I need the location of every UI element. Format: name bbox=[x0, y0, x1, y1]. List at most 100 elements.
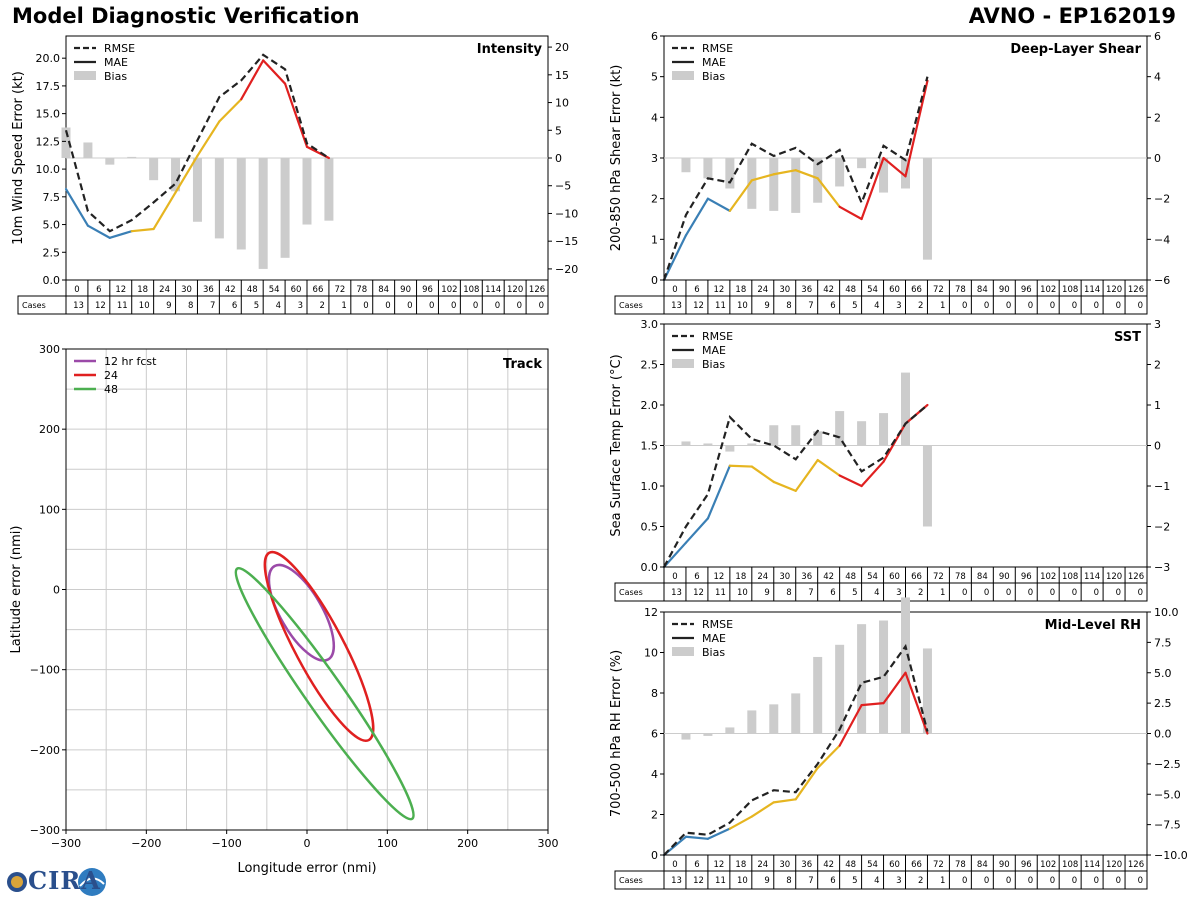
mae-segment bbox=[662, 234, 688, 282]
case-count: 0 bbox=[962, 588, 967, 598]
mae-segment bbox=[240, 59, 265, 101]
y2-tick-label: −7.5 bbox=[1154, 819, 1181, 832]
bias-bar bbox=[127, 156, 137, 158]
y2-tick-label: −2 bbox=[1154, 521, 1170, 534]
case-count: 2 bbox=[918, 301, 923, 311]
case-count: 2 bbox=[918, 876, 923, 886]
y-tick-label: 12 bbox=[644, 606, 658, 619]
y-tick-label: 10 bbox=[644, 647, 658, 660]
track-x-tick-label: 0 bbox=[304, 837, 311, 850]
case-count: 13 bbox=[671, 301, 682, 311]
hour-label: 102 bbox=[1040, 572, 1056, 582]
hour-label: 60 bbox=[889, 285, 900, 295]
track-ellipse bbox=[234, 566, 415, 821]
bias-bar bbox=[149, 158, 159, 181]
legend-bias-swatch bbox=[74, 71, 96, 80]
track-x-tick-label: −200 bbox=[131, 837, 161, 850]
hour-label: 114 bbox=[485, 285, 501, 295]
y2-tick-label: 6 bbox=[1154, 30, 1161, 43]
case-count: 13 bbox=[671, 876, 682, 886]
case-count: 0 bbox=[1072, 876, 1077, 886]
hour-label: 12 bbox=[713, 860, 724, 870]
case-count: 0 bbox=[473, 301, 478, 311]
case-count: 0 bbox=[1138, 301, 1143, 311]
case-count: 7 bbox=[808, 301, 813, 311]
mae-segment bbox=[174, 154, 199, 194]
track-y-tick-label: 300 bbox=[39, 343, 60, 356]
mae-segment bbox=[794, 169, 819, 180]
case-count: 0 bbox=[984, 876, 989, 886]
bias-bar bbox=[747, 158, 757, 209]
hour-label: 54 bbox=[867, 572, 878, 582]
case-count: 0 bbox=[984, 588, 989, 598]
cases-label: Cases bbox=[619, 588, 643, 597]
y-axis-label: 200-850 hPa Shear Error (kt) bbox=[609, 65, 624, 252]
case-count: 10 bbox=[139, 301, 150, 311]
hour-label: 30 bbox=[779, 860, 790, 870]
mae-segment bbox=[706, 464, 731, 520]
case-count: 0 bbox=[517, 301, 522, 311]
bias-bar bbox=[901, 372, 910, 446]
case-count: 3 bbox=[896, 876, 901, 886]
bias-bar bbox=[813, 656, 823, 734]
bias-bar bbox=[214, 158, 224, 239]
y-axis-label: Sea Surface Temp Error (°C) bbox=[609, 354, 624, 536]
legend-bias-label: Bias bbox=[702, 70, 725, 83]
page-title: Model Diagnostic Verification bbox=[12, 4, 360, 28]
case-count: 0 bbox=[451, 301, 456, 311]
bias-bar bbox=[236, 158, 246, 250]
case-count: 12 bbox=[693, 301, 704, 311]
hour-label: 114 bbox=[1084, 285, 1100, 295]
case-count: 12 bbox=[693, 876, 704, 886]
track-x-axis-label: Longitude error (nmi) bbox=[237, 861, 376, 876]
hour-label: 0 bbox=[672, 572, 677, 582]
case-count: 1 bbox=[940, 301, 945, 311]
mae-segment bbox=[706, 197, 731, 212]
legend-rmse-label: RMSE bbox=[702, 618, 733, 631]
bias-bar bbox=[703, 158, 713, 179]
y-tick-label: 4 bbox=[651, 111, 658, 124]
y2-tick-label: 7.5 bbox=[1154, 636, 1172, 649]
case-count: 9 bbox=[764, 301, 769, 311]
mae-segment bbox=[684, 517, 710, 544]
hour-label: 30 bbox=[779, 572, 790, 582]
case-count: 3 bbox=[896, 301, 901, 311]
cases-row bbox=[614, 870, 1148, 890]
bias-bar bbox=[857, 158, 867, 169]
rmse-line bbox=[64, 53, 330, 233]
hour-label: 6 bbox=[694, 285, 699, 295]
rmse-line bbox=[663, 643, 929, 856]
case-count: 0 bbox=[495, 301, 500, 311]
track-x-tick-label: −100 bbox=[212, 837, 242, 850]
hour-label: 18 bbox=[735, 572, 746, 582]
hour-label: 18 bbox=[137, 285, 148, 295]
case-count: 5 bbox=[254, 301, 259, 311]
hour-label: 12 bbox=[713, 285, 724, 295]
y2-tick-label: 2 bbox=[1154, 111, 1161, 124]
hour-label: 78 bbox=[955, 285, 966, 295]
bias-bar bbox=[747, 443, 757, 446]
y2-tick-label: 4 bbox=[1154, 71, 1161, 84]
hour-label: 6 bbox=[694, 860, 699, 870]
bias-bar bbox=[857, 421, 867, 446]
track-legend-label: 48 bbox=[104, 383, 118, 396]
hour-label: 54 bbox=[867, 860, 878, 870]
track-y-tick-label: −200 bbox=[30, 744, 60, 757]
case-count: 8 bbox=[786, 588, 791, 598]
legend-bias-label: Bias bbox=[104, 70, 127, 83]
bias-bar bbox=[681, 733, 691, 740]
mae-segment bbox=[860, 460, 885, 488]
hour-label: 60 bbox=[291, 285, 302, 295]
track-y-axis-label: Latitude error (nmi) bbox=[9, 526, 24, 654]
logo-text: CIRA bbox=[28, 866, 101, 895]
hour-label: 126 bbox=[1128, 572, 1144, 582]
hour-label: 108 bbox=[1062, 860, 1078, 870]
case-count: 0 bbox=[1094, 876, 1099, 886]
mae-segment bbox=[152, 191, 177, 231]
hour-label: 42 bbox=[823, 572, 834, 582]
panel-title: SST bbox=[1114, 330, 1141, 345]
legend-mae-label: MAE bbox=[702, 344, 726, 357]
hour-label: 48 bbox=[247, 285, 258, 295]
hour-label: 24 bbox=[159, 285, 170, 295]
mae-segment bbox=[283, 82, 309, 149]
